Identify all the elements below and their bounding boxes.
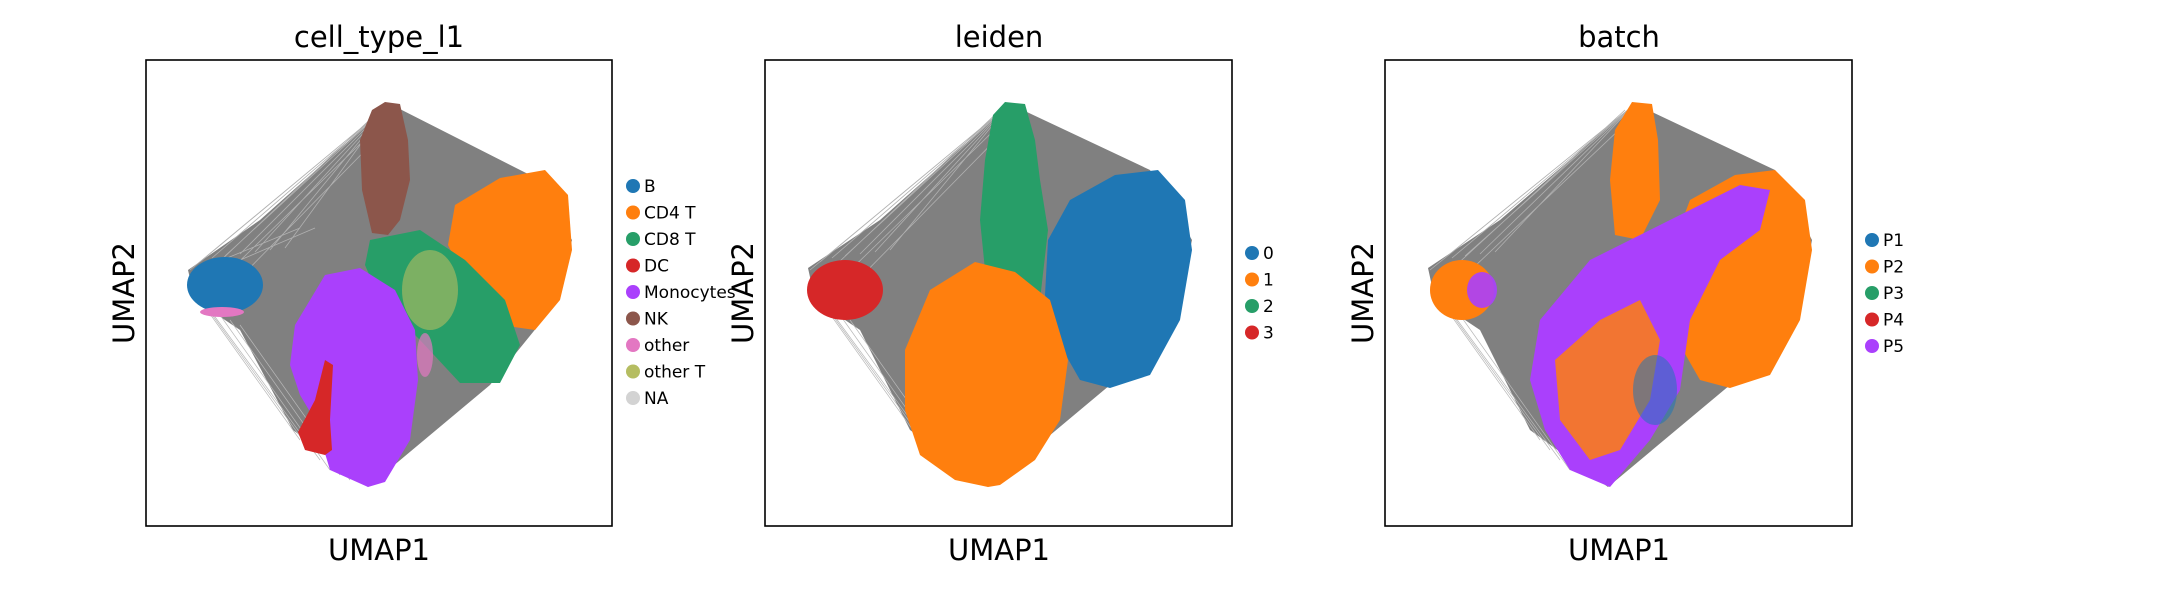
legend-marker <box>626 391 640 405</box>
legend-marker <box>626 179 640 193</box>
legend-label: 2 <box>1263 297 1274 317</box>
legend-item: 2 <box>1245 297 1274 317</box>
legend-item: NK <box>626 310 669 330</box>
legend-item: B <box>626 177 656 197</box>
legend-item: CD8 T <box>626 230 696 250</box>
legend-label: P3 <box>1883 284 1904 304</box>
panel-leiden: leiden UMAP1 UMAP2 0 1 2 3 <box>726 20 1274 567</box>
plot-frame <box>1384 59 1853 527</box>
legend-marker <box>626 232 640 246</box>
legend-item: P3 <box>1865 284 1904 304</box>
legend-marker <box>626 285 640 299</box>
legend-item: 1 <box>1245 271 1274 291</box>
legend-marker <box>626 364 640 379</box>
legend-label: NK <box>644 310 669 330</box>
cluster-b <box>187 257 263 313</box>
cluster-other-t <box>402 250 458 330</box>
legend-marker <box>1245 325 1259 340</box>
legend-marker <box>1865 259 1879 274</box>
legend-label: other <box>644 336 689 356</box>
legend-label: P1 <box>1883 231 1904 251</box>
chart-title: batch <box>1578 20 1660 54</box>
legend-marker <box>626 258 640 273</box>
legend-marker <box>1865 233 1879 247</box>
cluster-0 <box>1045 170 1192 388</box>
legend: B CD4 T CD8 T DC Monocytes NK other other T NA <box>626 177 736 409</box>
legend-item: P2 <box>1865 258 1904 278</box>
cluster-dc <box>298 360 333 455</box>
legend: P1 P2 P3 P4 P5 <box>1865 231 1904 357</box>
cluster-blobs <box>807 102 1192 487</box>
legend-item: other <box>626 336 689 356</box>
legend-marker <box>1865 286 1879 300</box>
legend-label: NA <box>644 389 669 409</box>
plot-frame <box>145 59 613 527</box>
plot-area <box>1428 102 1812 487</box>
legend: 0 1 2 3 <box>1245 244 1274 344</box>
plot-area <box>807 102 1192 487</box>
legend-marker <box>626 311 640 326</box>
legend-item: Monocytes <box>626 283 736 303</box>
plot-frame <box>764 59 1233 527</box>
x-axis-label: UMAP1 <box>1568 533 1670 567</box>
y-axis-label: UMAP2 <box>726 242 760 344</box>
legend-label: CD4 T <box>644 204 696 224</box>
legend-label: other T <box>644 363 706 383</box>
y-axis-label: UMAP2 <box>107 242 141 344</box>
y-axis-label: UMAP2 <box>1346 242 1380 344</box>
cluster-2 <box>980 102 1048 305</box>
x-axis-label: UMAP1 <box>328 533 430 567</box>
legend-item: other T <box>626 363 706 383</box>
legend-marker <box>1245 272 1259 287</box>
cluster-blobs <box>1430 102 1812 487</box>
legend-item: DC <box>626 257 669 277</box>
cluster-1 <box>905 262 1068 487</box>
panel-batch: batch UMAP1 UMAP2 P1 P2 P3 P4 P5 <box>1346 20 1904 567</box>
legend-label: 1 <box>1263 271 1274 291</box>
cluster-left-p5 <box>1467 272 1497 308</box>
legend-item: 0 <box>1245 244 1274 264</box>
legend-label: P4 <box>1883 311 1904 331</box>
cluster-blobs <box>187 102 572 487</box>
legend-marker <box>1865 339 1879 353</box>
legend-label: B <box>644 177 656 197</box>
legend-item: P4 <box>1865 311 1904 331</box>
legend-item: P1 <box>1865 231 1904 251</box>
legend-label: P2 <box>1883 258 1904 278</box>
chart-title: leiden <box>955 20 1044 54</box>
legend-label: P5 <box>1883 337 1904 357</box>
legend-marker <box>1865 312 1879 327</box>
cluster-nk <box>360 102 410 235</box>
legend-label: 3 <box>1263 324 1274 344</box>
cluster-b-other <box>200 307 244 317</box>
x-axis-label: UMAP1 <box>948 533 1050 567</box>
legend-label: Monocytes <box>644 283 736 303</box>
legend-label: 0 <box>1263 244 1274 264</box>
chart-title: cell_type_l1 <box>294 20 464 54</box>
cluster-3 <box>807 260 883 320</box>
legend-label: CD8 T <box>644 230 696 250</box>
legend-marker <box>626 205 640 220</box>
legend-marker <box>626 338 640 352</box>
plot-area <box>187 102 572 487</box>
legend-item: CD4 T <box>626 204 696 224</box>
cluster-mixed-p1 <box>1633 355 1677 425</box>
cluster-top-p2 <box>1610 102 1660 240</box>
legend-item: P5 <box>1865 337 1904 357</box>
legend-item: 3 <box>1245 324 1274 344</box>
cluster-center-p2 <box>1555 300 1660 460</box>
legend-marker <box>1245 246 1259 260</box>
legend-marker <box>1245 299 1259 313</box>
legend-item: NA <box>626 389 669 409</box>
legend-label: DC <box>644 257 669 277</box>
cluster-other <box>417 333 433 377</box>
